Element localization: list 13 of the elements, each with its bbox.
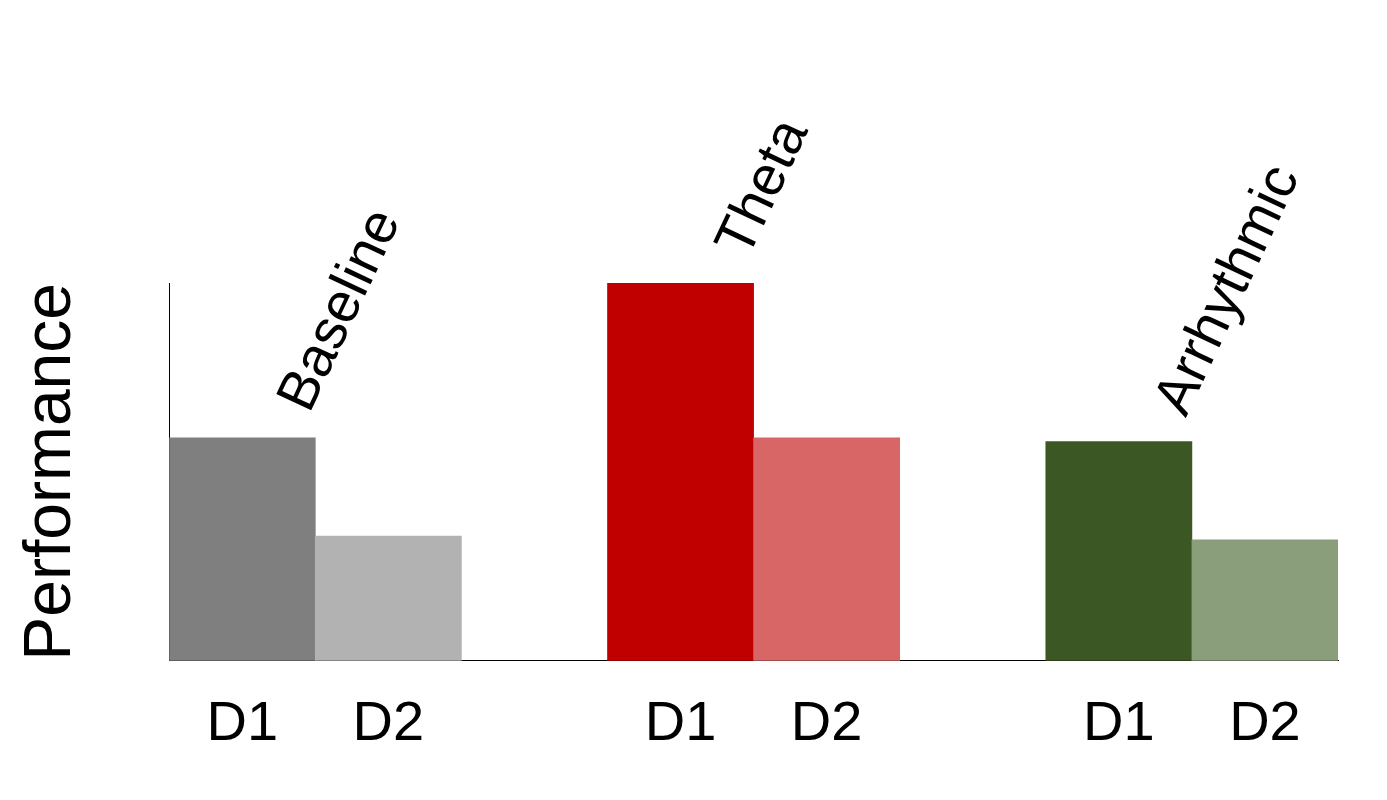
x-tick-label: D1 (1083, 688, 1155, 752)
x-tick-label: D2 (1229, 688, 1301, 752)
x-tick-label: D1 (206, 688, 279, 752)
bar (169, 437, 316, 661)
bar (607, 283, 754, 661)
bar (314, 535, 462, 661)
bar (753, 437, 901, 661)
y-axis-title: Performance (9, 282, 84, 661)
bar (1045, 441, 1193, 661)
bar (1191, 539, 1338, 661)
x-tick-label: D2 (790, 688, 863, 752)
x-tick-label: D2 (352, 688, 425, 752)
x-tick-label: D1 (644, 688, 717, 752)
